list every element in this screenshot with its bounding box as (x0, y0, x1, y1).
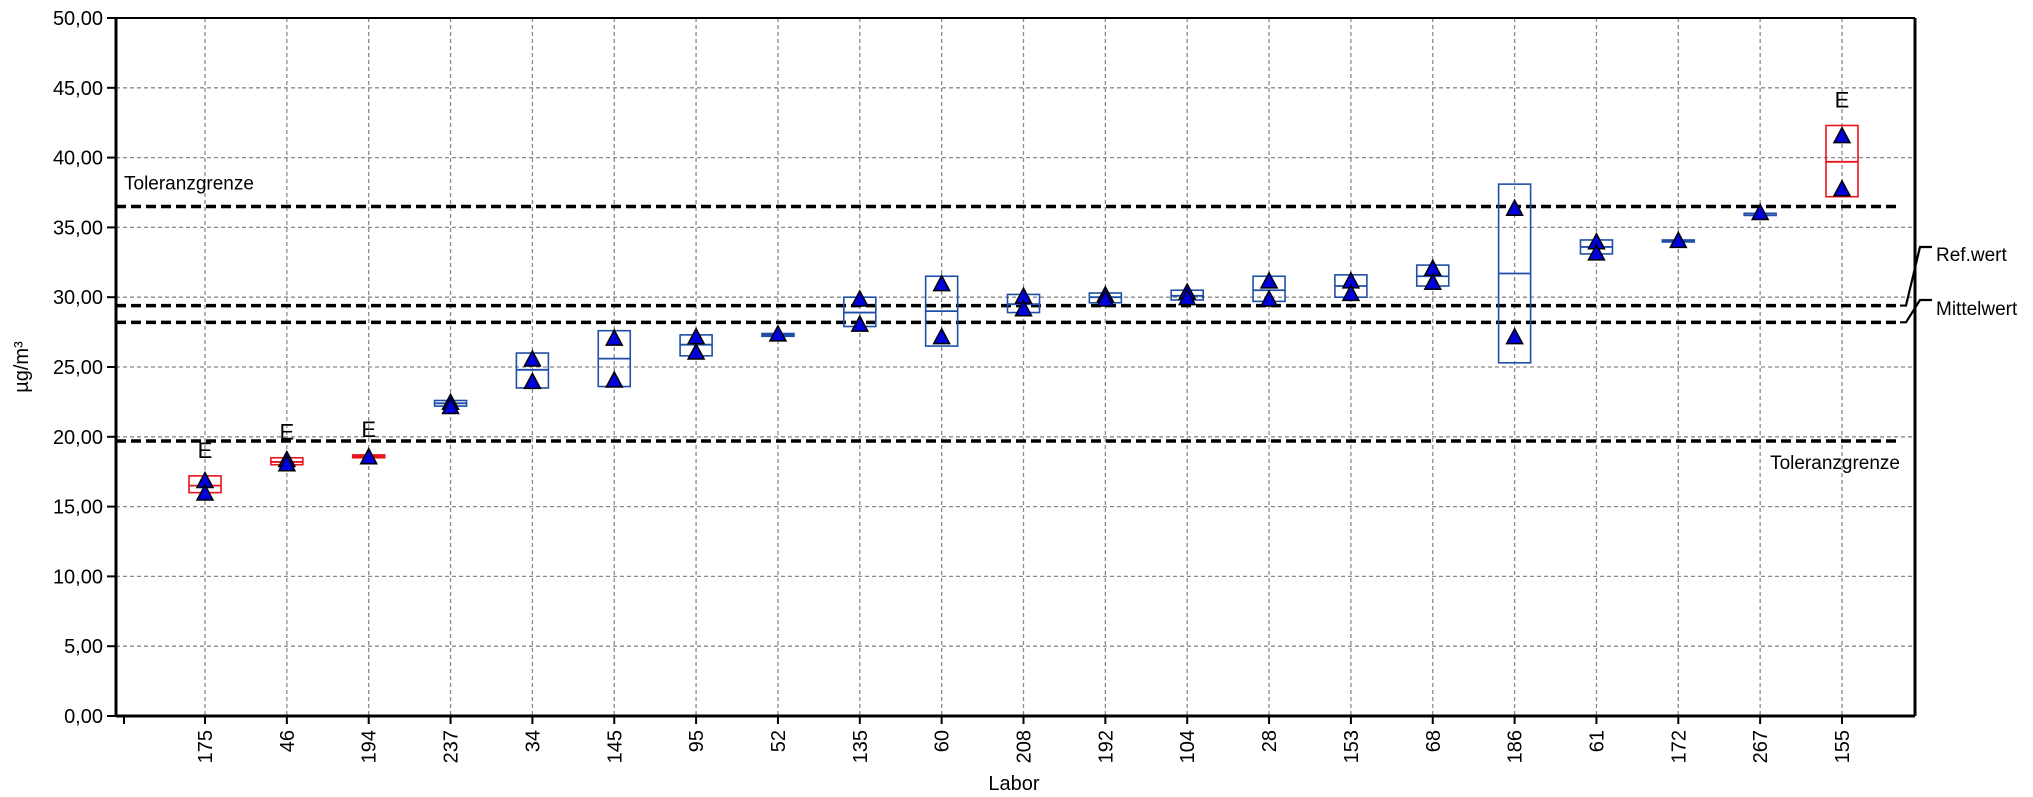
y-tick-label: 0,00 (64, 706, 103, 728)
x-tick-label-155: 155 (1832, 730, 1854, 763)
y-tick-label: 40,00 (53, 148, 103, 170)
data-point-175 (195, 483, 215, 501)
axes (107, 17, 1917, 724)
reference-label-lower-tolerance: Toleranzgrenze (1770, 453, 1900, 474)
x-tick-label-194: 194 (359, 730, 381, 763)
data-point-28 (1259, 271, 1279, 289)
data-point-186 (1505, 327, 1524, 345)
data-point-145 (605, 370, 624, 388)
flag-46: E (280, 420, 295, 445)
y-tick-label: 25,00 (53, 357, 103, 379)
data-point-52 (768, 324, 788, 342)
data-point-68 (1423, 272, 1442, 290)
x-tick-label-46: 46 (277, 730, 299, 752)
x-tick-label-34: 34 (522, 730, 544, 752)
x-tick-label-52: 52 (768, 730, 790, 752)
data-point-237 (441, 396, 460, 415)
flag-175: E (198, 438, 213, 463)
data-point-194 (359, 447, 378, 465)
data-point-135 (850, 314, 870, 332)
data-point-208 (1014, 299, 1033, 317)
x-tick-label-186: 186 (1505, 730, 1527, 763)
data-point-145 (605, 328, 624, 346)
labels: 0,00 5,00 10,00 15,00 20,00 25,00 30,00 35,00 40… (53, 8, 2018, 763)
y-tick-label: 50,00 (53, 8, 103, 30)
data-point-155 (1832, 126, 1852, 144)
data-point-61 (1587, 243, 1606, 261)
data-point-28 (1259, 289, 1279, 307)
data-point-60 (932, 274, 951, 292)
x-tick-label-192: 192 (1095, 730, 1117, 763)
reference-label-ref-wert: Ref.wert (1936, 245, 2007, 266)
data-point-104 (1177, 288, 1197, 306)
x-tick-label-104: 104 (1177, 730, 1199, 763)
x-tick-label-267: 267 (1750, 730, 1772, 763)
data-point-155 (1832, 179, 1852, 197)
y-tick-label: 10,00 (53, 566, 103, 588)
x-tick-label-61: 61 (1586, 730, 1608, 752)
reference-label-mittelwert: Mittelwert (1936, 299, 2018, 320)
x-tick-label-28: 28 (1259, 730, 1281, 752)
y-axis-title: µg/m³ (11, 341, 33, 393)
data-point-95 (686, 327, 706, 345)
y-tick-label: 5,00 (64, 636, 103, 658)
data-point-172 (1669, 230, 1688, 249)
data-point-60 (932, 327, 951, 345)
x-tick-label-208: 208 (1014, 730, 1036, 763)
x-tick-label-95: 95 (686, 730, 708, 752)
flag-194: E (361, 417, 376, 442)
lab-boxes (188, 124, 1859, 501)
reference-label-upper-tolerance: Toleranzgrenze (124, 173, 254, 194)
flag-155: E (1835, 87, 1850, 112)
data-point-267 (1750, 202, 1770, 221)
data-point-153 (1341, 283, 1361, 302)
data-point-186 (1505, 198, 1524, 217)
y-tick-label: 45,00 (53, 78, 103, 100)
x-tick-label-172: 172 (1668, 730, 1690, 763)
x-tick-label-60: 60 (932, 730, 954, 752)
x-tick-label-237: 237 (441, 730, 463, 763)
data-point-34 (523, 349, 542, 367)
grid (116, 18, 1915, 716)
data-point-46 (277, 454, 297, 472)
x-tick-label-145: 145 (604, 730, 626, 763)
mittelwert-leader-line (1900, 298, 1932, 324)
y-tick-label: 15,00 (53, 497, 103, 519)
data-point-135 (850, 289, 870, 307)
x-tick-label-175: 175 (195, 730, 217, 763)
y-tick-label: 20,00 (53, 427, 103, 449)
x-tick-label-68: 68 (1423, 730, 1445, 752)
data-point-34 (523, 371, 542, 390)
y-tick-label: 30,00 (53, 287, 103, 309)
y-tick-label: 35,00 (53, 217, 103, 239)
data-point-192 (1096, 289, 1115, 307)
x-tick-label-135: 135 (850, 730, 872, 763)
x-tick-label-153: 153 (1341, 730, 1363, 763)
x-axis-title: Labor (988, 773, 1039, 795)
ref-leader-line (1900, 245, 1932, 307)
data-point-95 (686, 342, 706, 360)
